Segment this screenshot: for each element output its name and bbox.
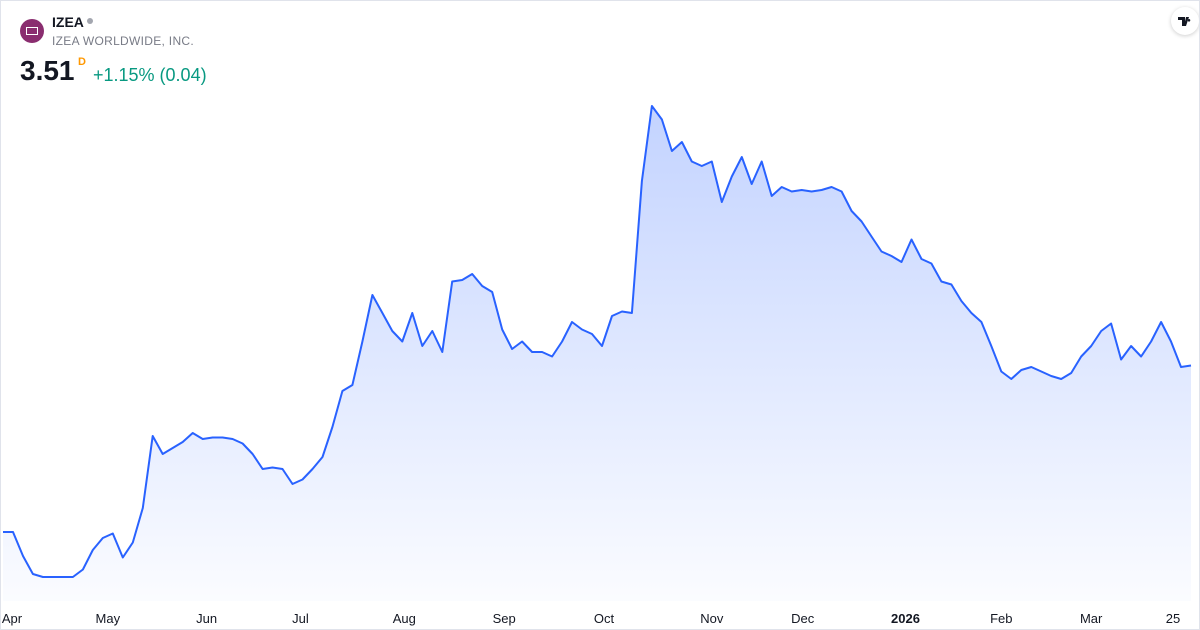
x-tick-label: 2026 [891, 611, 920, 626]
status-dot [87, 18, 93, 24]
x-tick-label: Jul [292, 611, 309, 626]
x-tick-label: Feb [990, 611, 1012, 626]
tv-logo[interactable] [1171, 7, 1199, 35]
x-tick-label: Dec [791, 611, 815, 626]
area-fill [3, 106, 1191, 601]
x-tick-label: Jun [196, 611, 217, 626]
x-tick-label: Oct [594, 611, 615, 626]
x-tick-label: Sep [493, 611, 516, 626]
logo [20, 19, 44, 43]
x-tick-label: May [96, 611, 121, 626]
tv-icon [1178, 17, 1191, 26]
x-tick-label: Apr [2, 611, 23, 626]
price: 3.51 [20, 55, 75, 86]
change: +1.15% (0.04) [93, 65, 207, 85]
company-name: IZEA WORLDWIDE, INC. [52, 34, 195, 48]
price-line [3, 105, 1192, 578]
symbol[interactable]: IZEA [52, 14, 84, 30]
x-tick-label: Mar [1080, 611, 1103, 626]
x-tick-label: 25 [1166, 611, 1180, 626]
x-tick-label: Aug [393, 611, 416, 626]
interval: D [78, 56, 86, 68]
x-tick-label: Nov [700, 611, 724, 626]
